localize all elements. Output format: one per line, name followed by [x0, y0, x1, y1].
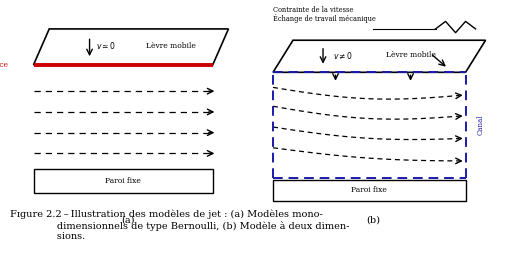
Polygon shape: [33, 29, 228, 65]
Text: (a): (a): [121, 216, 134, 225]
Text: Fɪgure 2.2 – Illustration des modèles de jet : (a) Modèles mono-
               : Fɪgure 2.2 – Illustration des modèles de…: [10, 210, 350, 241]
Text: $v\neq 0$: $v\neq 0$: [333, 50, 353, 61]
Bar: [273, 180, 466, 201]
Text: Interface: Interface: [0, 61, 9, 69]
Text: Canal: Canal: [477, 115, 485, 135]
Text: Lèvre mobile: Lèvre mobile: [386, 51, 436, 59]
Bar: [33, 168, 213, 193]
Text: Paroi fixe: Paroi fixe: [105, 177, 141, 185]
Text: $v\simeq 0$: $v\simeq 0$: [96, 40, 117, 51]
Text: (b): (b): [366, 216, 380, 225]
Text: Contrainte de la vitesse: Contrainte de la vitesse: [273, 6, 353, 14]
Text: Paroi fixe: Paroi fixe: [351, 186, 387, 194]
Text: Échange de travail mécanique: Échange de travail mécanique: [273, 14, 376, 23]
Text: Lèvre mobile: Lèvre mobile: [145, 42, 195, 50]
Polygon shape: [273, 40, 486, 72]
